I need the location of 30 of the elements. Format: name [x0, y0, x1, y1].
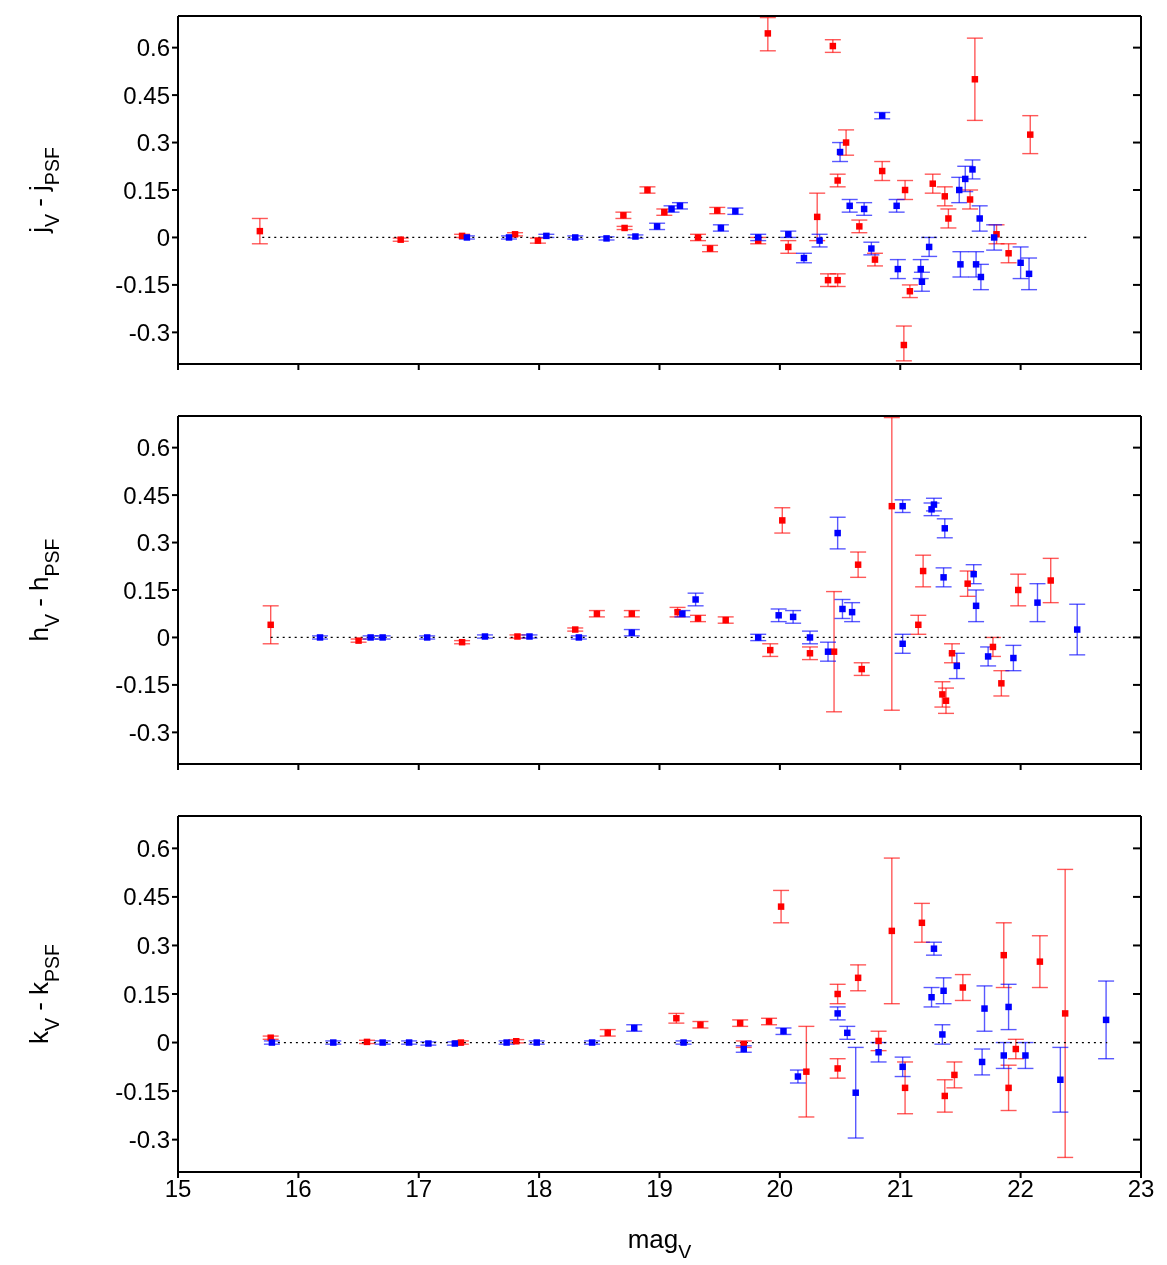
y-tick-label: 0.3 — [136, 129, 170, 157]
y-tick-label: 0.6 — [136, 434, 170, 462]
y-tick-label: 0.6 — [136, 34, 170, 62]
y-tick-label: 0.45 — [123, 883, 170, 911]
x-tick-label: 15 — [164, 1175, 192, 1203]
y-tick-label: 0.45 — [123, 481, 170, 509]
y-tick-label: -0.15 — [115, 271, 170, 299]
y-tick-label: 0 — [156, 223, 170, 251]
x-tick-label: 22 — [1007, 1175, 1034, 1203]
x-tick-label: 19 — [646, 1175, 673, 1203]
y-tick-label: 0.15 — [123, 980, 170, 1008]
y-tick-label: 0.45 — [123, 81, 170, 109]
x-tick-label: 23 — [1127, 1175, 1155, 1203]
x-tick-label: 21 — [886, 1175, 914, 1203]
y-tick-label: -0.3 — [128, 318, 170, 346]
y-tick-label: -0.3 — [128, 1126, 170, 1154]
y-tick-label: 0.3 — [136, 529, 170, 557]
y-tick-label: 0.15 — [123, 576, 170, 604]
y-tick-label: -0.15 — [115, 671, 170, 699]
y-tick-label: 0 — [156, 623, 170, 651]
y-tick-label: 0.15 — [123, 176, 170, 204]
y-tick-label: -0.3 — [128, 718, 170, 746]
x-tick-label: 18 — [525, 1175, 553, 1203]
y-tick-label: 0.6 — [136, 834, 170, 862]
y-tick-label: -0.15 — [115, 1077, 170, 1105]
x-tick-label: 17 — [405, 1175, 433, 1203]
y-tick-label: 0 — [156, 1029, 170, 1057]
x-tick-label: 20 — [766, 1175, 794, 1203]
x-tick-label: 16 — [285, 1175, 312, 1203]
y-tick-label: 0.3 — [136, 931, 170, 959]
